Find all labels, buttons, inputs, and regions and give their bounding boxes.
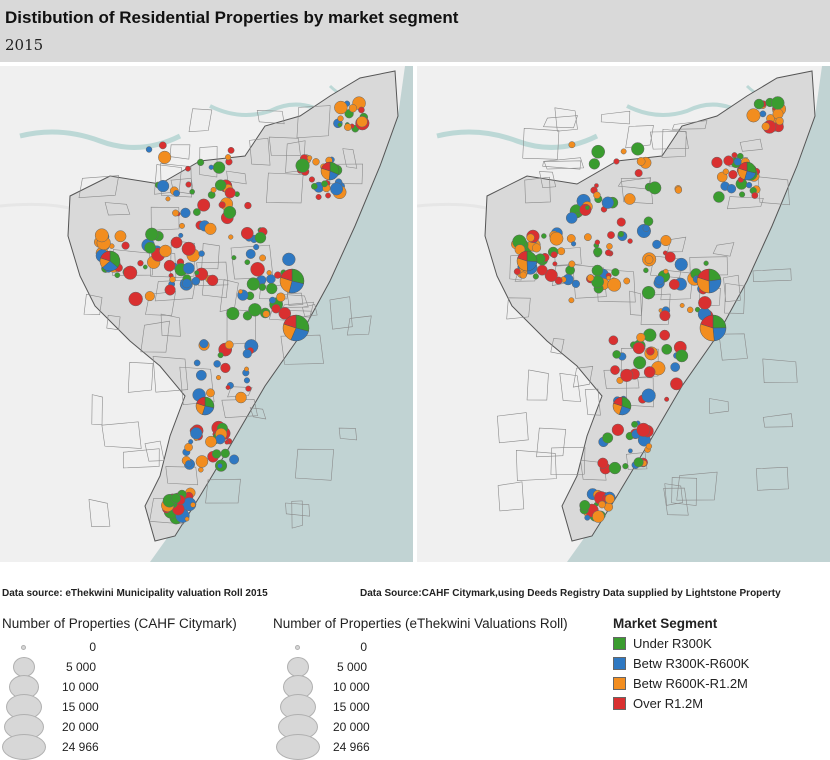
map-canvas-left[interactable] (0, 66, 413, 562)
swatch-icon (613, 676, 626, 690)
size-legend-title: Number of Properties (CAHF Citymark) (2, 616, 237, 631)
segment-item-over-1-2m[interactable]: Over R1.2M (613, 693, 749, 713)
size-legend-item: 0 (2, 637, 237, 657)
page-title: Distibution of Residential Properties by… (5, 8, 459, 27)
size-legend-item: 20 000 (273, 714, 568, 740)
ocean-area (567, 66, 830, 562)
market-segment-legend-title: Market Segment (613, 616, 718, 631)
map-canvas-right[interactable] (417, 66, 830, 562)
ocean-area (150, 66, 413, 562)
size-legend-item: 10 000 (2, 675, 237, 699)
size-legend-item: 15 000 (2, 694, 237, 720)
swatch-icon (613, 636, 626, 650)
size-legend-item: 5 000 (273, 657, 568, 677)
source-note-left: Data source: eThekwini Municipality valu… (2, 588, 268, 599)
segment-item-300k-600k[interactable]: Betw R300K-R600K (613, 653, 749, 673)
size-legend-valuations: Number of Properties (eThekwini Valuatio… (273, 616, 568, 760)
size-legend-item: 24 966 (2, 734, 237, 760)
market-segment-legend: Market Segment Under R300K Betw R300K-R6… (613, 616, 749, 713)
swatch-icon (613, 696, 626, 710)
size-legend-item: 20 000 (2, 714, 237, 740)
size-legend-title: Number of Properties (eThekwini Valuatio… (273, 616, 568, 631)
segment-item-600k-1-2m[interactable]: Betw R600K-R1.2M (613, 673, 749, 693)
size-legend-citymark: Number of Properties (CAHF Citymark) 0 5… (2, 616, 237, 760)
segment-item-under-300k[interactable]: Under R300K (613, 633, 749, 653)
header-bar: Distibution of Residential Properties by… (0, 0, 830, 62)
size-legend-item: 24 966 (273, 734, 568, 760)
map-ethekwini-valuations[interactable] (0, 66, 413, 562)
swatch-icon (613, 656, 626, 670)
river-line (19, 129, 182, 150)
source-note-right: Data Source:CAHF Citymark,using Deeds Re… (360, 588, 781, 599)
size-legend-item: 5 000 (2, 657, 237, 677)
size-legend-item: 15 000 (273, 694, 568, 720)
map-cahf-citymark[interactable] (417, 66, 830, 562)
size-legend-item: 10 000 (273, 675, 568, 699)
page-subtitle: 2015 (5, 36, 44, 54)
size-legend-item: 0 (273, 637, 568, 657)
